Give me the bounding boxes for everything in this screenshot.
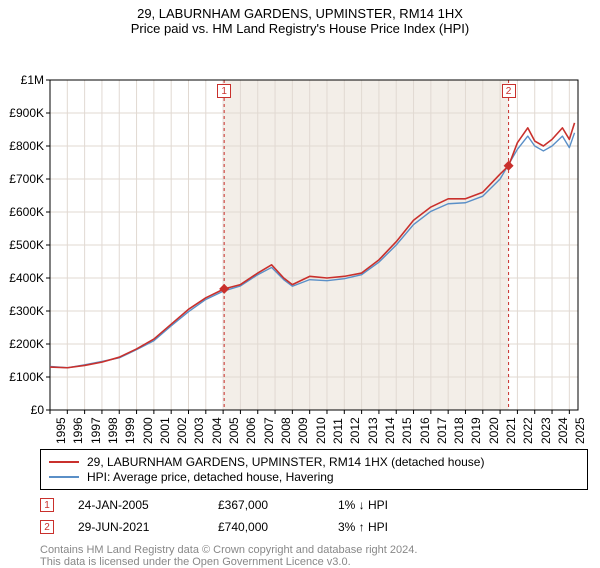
x-axis-tick-label: 2021 xyxy=(504,417,518,444)
footer-line2: This data is licensed under the Open Gov… xyxy=(40,556,588,568)
legend-and-sales: 29, LABURNHAM GARDENS, UPMINSTER, RM14 1… xyxy=(40,449,588,534)
x-axis-tick-label: 2005 xyxy=(227,417,241,444)
x-axis-tick-label: 2000 xyxy=(141,417,155,444)
x-axis-tick-label: 2015 xyxy=(400,417,414,444)
x-axis-tick-label: 2012 xyxy=(348,417,362,444)
legend-swatch xyxy=(49,476,79,478)
band-label-box: 2 xyxy=(502,84,516,98)
x-axis-tick-label: 2002 xyxy=(175,417,189,444)
x-axis-tick-label: 2017 xyxy=(435,417,449,444)
x-axis-tick-label: 2006 xyxy=(244,417,258,444)
x-axis-tick-label: 2024 xyxy=(556,417,570,444)
chart-title-block: 29, LABURNHAM GARDENS, UPMINSTER, RM14 1… xyxy=(0,0,600,38)
chart-title-subtitle: Price paid vs. HM Land Registry's House … xyxy=(0,21,600,36)
chart-area: £0£100K£200K£300K£400K£500K£600K£700K£80… xyxy=(0,38,600,443)
sales-table: 1 24-JAN-2005£367,0001% ↓ HPI 2 29-JUN-2021… xyxy=(40,498,588,534)
x-axis-tick-label: 2020 xyxy=(487,417,501,444)
sale-index-box: 2 xyxy=(40,520,54,534)
x-axis-tick-label: 2014 xyxy=(383,417,397,444)
sale-delta: 3% ↑ HPI xyxy=(338,520,388,534)
x-axis-tick-label: 2001 xyxy=(158,417,172,444)
chart-title-address: 29, LABURNHAM GARDENS, UPMINSTER, RM14 1… xyxy=(0,6,600,21)
legend-label: 29, LABURNHAM GARDENS, UPMINSTER, RM14 1… xyxy=(87,455,484,469)
x-axis-tick-label: 2019 xyxy=(469,417,483,444)
legend-box: 29, LABURNHAM GARDENS, UPMINSTER, RM14 1… xyxy=(40,449,588,490)
x-axis-tick-label: 2016 xyxy=(418,417,432,444)
sale-row: 1 24-JAN-2005£367,0001% ↓ HPI xyxy=(40,498,588,512)
x-axis-tick-label: 2025 xyxy=(573,417,587,444)
sale-price: £367,000 xyxy=(218,498,338,512)
footer-line1: Contains HM Land Registry data © Crown c… xyxy=(40,544,588,556)
footer-attribution: Contains HM Land Registry data © Crown c… xyxy=(40,544,588,568)
x-axis-tick-label: 2003 xyxy=(192,417,206,444)
sale-delta: 1% ↓ HPI xyxy=(338,498,388,512)
x-axis-tick-label: 1996 xyxy=(71,417,85,444)
sale-row: 2 29-JUN-2021£740,0003% ↑ HPI xyxy=(40,520,588,534)
x-axis-tick-label: 1995 xyxy=(54,417,68,444)
x-axis-tick-label: 2008 xyxy=(279,417,293,444)
sale-date: 29-JUN-2021 xyxy=(78,520,218,534)
legend-swatch xyxy=(49,461,79,463)
x-axis-tick-label: 2011 xyxy=(331,418,345,444)
x-axis-tick-label: 2010 xyxy=(314,417,328,444)
x-axis-tick-label: 1998 xyxy=(106,417,120,444)
legend-label: HPI: Average price, detached house, Have… xyxy=(87,470,334,484)
x-axis-tick-label: 2007 xyxy=(262,417,276,444)
legend-item: 29, LABURNHAM GARDENS, UPMINSTER, RM14 1… xyxy=(49,455,579,469)
x-axis-tick-label: 2013 xyxy=(366,417,380,444)
x-axis-tick-label: 2009 xyxy=(296,417,310,444)
legend-item: HPI: Average price, detached house, Have… xyxy=(49,470,579,484)
x-axis-tick-label: 2004 xyxy=(210,417,224,444)
band-label-box: 1 xyxy=(217,84,231,98)
x-axis-tick-label: 2018 xyxy=(452,417,466,444)
x-axis-tick-label: 2023 xyxy=(539,417,553,444)
x-axis-tick-label: 1999 xyxy=(123,417,137,444)
sale-date: 24-JAN-2005 xyxy=(78,498,218,512)
sale-price: £740,000 xyxy=(218,520,338,534)
sale-index-box: 1 xyxy=(40,498,54,512)
x-axis-tick-label: 1997 xyxy=(89,417,103,444)
x-axis-tick-label: 2022 xyxy=(521,417,535,444)
